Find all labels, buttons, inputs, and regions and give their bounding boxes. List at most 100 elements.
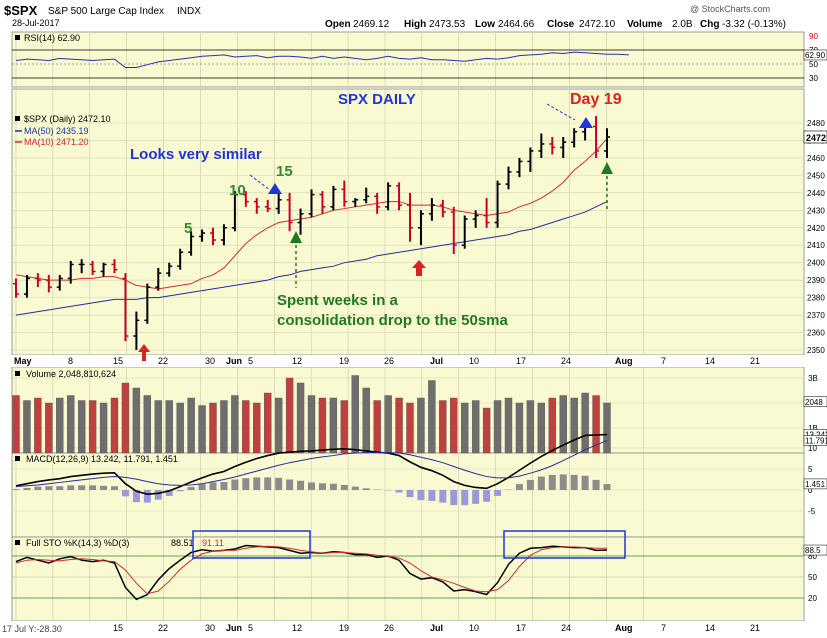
open-label: Open	[325, 19, 351, 30]
volume-bar	[439, 400, 447, 454]
volume-bar	[154, 400, 162, 454]
bottom-date-label: 14	[705, 623, 715, 633]
macd-histogram-bar	[111, 486, 118, 490]
volume-last-label: 2048	[805, 398, 823, 407]
annotation-count-5: 5	[184, 220, 192, 237]
rsi-last-box	[803, 49, 827, 61]
volume-bar	[417, 397, 425, 454]
volume-bar	[12, 395, 20, 454]
header-name: S&P 500 Large Cap Index	[48, 6, 164, 17]
macd-histogram-bar	[526, 479, 534, 490]
volume-bar	[198, 405, 206, 454]
volume-bar	[88, 400, 97, 454]
volume-bar	[461, 402, 469, 454]
macd-histogram-bar	[308, 482, 315, 490]
bottom-date-label: 7	[661, 623, 666, 633]
macd-histogram-bar	[45, 486, 53, 490]
price-date-label: 21	[750, 356, 760, 366]
macd-histogram-bar	[297, 480, 305, 490]
bottom-date-label: 22	[158, 623, 168, 633]
price-date-label: 8	[68, 356, 73, 366]
volume-bar	[34, 397, 42, 454]
price-tick-label: 2480	[807, 119, 825, 128]
bottom-date-label: 24	[561, 623, 571, 633]
volume-bar	[406, 402, 414, 454]
sto-tick-label: 50	[808, 573, 817, 582]
macd-histogram-bar	[275, 477, 283, 490]
sto-highlight-box-july	[503, 530, 626, 559]
macd-tick-label: 10	[808, 444, 817, 453]
macd-histogram-bar	[242, 478, 250, 490]
price-tick-label: 2380	[807, 294, 825, 303]
volume-bar	[471, 400, 480, 454]
volume-bar	[515, 402, 524, 454]
macd-histogram-bar	[253, 477, 261, 490]
price-date-label: 14	[705, 356, 715, 366]
bottom-date-label: 5	[248, 623, 253, 633]
macd-legend: MACD(12,26,9) 13.242, 11.791, 1.451	[26, 454, 178, 464]
macd-histogram-bar	[209, 482, 217, 490]
price-tick-label: 2360	[807, 329, 825, 338]
price-date-label: 26	[384, 356, 394, 366]
price-last-label: 2472	[806, 133, 826, 143]
price-date-label: Jul	[430, 356, 443, 366]
volume-bar	[362, 387, 370, 454]
volume-bar	[482, 407, 491, 454]
volume-bar	[559, 395, 567, 454]
ma50-legend: MA(50) 2435.19	[24, 126, 89, 136]
header-symbol: $SPX	[4, 3, 38, 18]
similar-pointer	[249, 174, 271, 191]
open-value: 2469.12	[353, 19, 390, 30]
price-date-label: 7	[661, 356, 666, 366]
volume-bar	[274, 397, 283, 454]
macd-histogram-bar	[417, 490, 425, 501]
price-tick-label: 2420	[807, 224, 825, 233]
sto-tick-label: 80	[808, 552, 817, 561]
volume-bar	[231, 395, 239, 454]
volume-bar	[209, 402, 217, 454]
volume-bar	[176, 402, 184, 454]
macd-last-box	[803, 435, 827, 446]
macd-histogram-bar	[198, 484, 206, 490]
volume-bar	[165, 400, 173, 454]
bottom-date-label: 19	[339, 623, 349, 633]
price-tick-label: 2400	[807, 259, 825, 268]
macd-histogram-bar	[592, 479, 600, 490]
price-tick-label: 2450	[807, 171, 825, 180]
bottom-date-label: 21	[750, 623, 760, 633]
rsi-panel	[11, 31, 805, 88]
macd-tick-label: 0	[808, 486, 813, 495]
macd-histogram-bar	[12, 489, 20, 490]
volume-bar	[329, 397, 338, 454]
july-low-red-arrow	[412, 260, 426, 276]
axis-labels: 2350236023702380239024002410242024302440…	[14, 32, 827, 633]
sto-d-line	[15, 545, 608, 595]
volume-bar	[395, 397, 403, 454]
macd-histogram-bar	[494, 490, 502, 496]
price-last-box	[803, 130, 827, 144]
legends: RSI(14) 62.90 $SPX (Daily) 2472.10 MA(50…	[2, 33, 224, 634]
price-date-label: May	[14, 356, 32, 366]
similar-arrow	[268, 183, 282, 194]
macd-histogram-bar	[450, 490, 458, 506]
volume-bar	[526, 400, 535, 454]
price-tick-label: 2430	[807, 206, 825, 215]
volume-bar	[428, 380, 436, 454]
bottom-date-label: Jun	[226, 623, 242, 633]
bottom-date-label: 17	[516, 623, 526, 633]
macd-histogram-bar	[132, 490, 140, 503]
volume-bar	[77, 400, 86, 454]
volume-value: 2.0B	[672, 19, 693, 30]
macd-histogram-bar	[318, 483, 326, 490]
sto-last-box	[803, 544, 827, 556]
sto-d-label: 91.11	[202, 538, 224, 548]
macd-histogram-bar	[176, 490, 184, 492]
price-date-label: 12	[292, 356, 302, 366]
bottom-date-label: 12	[292, 623, 302, 633]
day19-pointer	[546, 103, 576, 121]
volume-bar	[581, 392, 589, 454]
macd-histogram-bar	[461, 490, 469, 506]
volume-bar	[264, 392, 272, 454]
macd-histogram-bar	[187, 487, 195, 490]
macd-histogram-bar	[143, 490, 151, 503]
